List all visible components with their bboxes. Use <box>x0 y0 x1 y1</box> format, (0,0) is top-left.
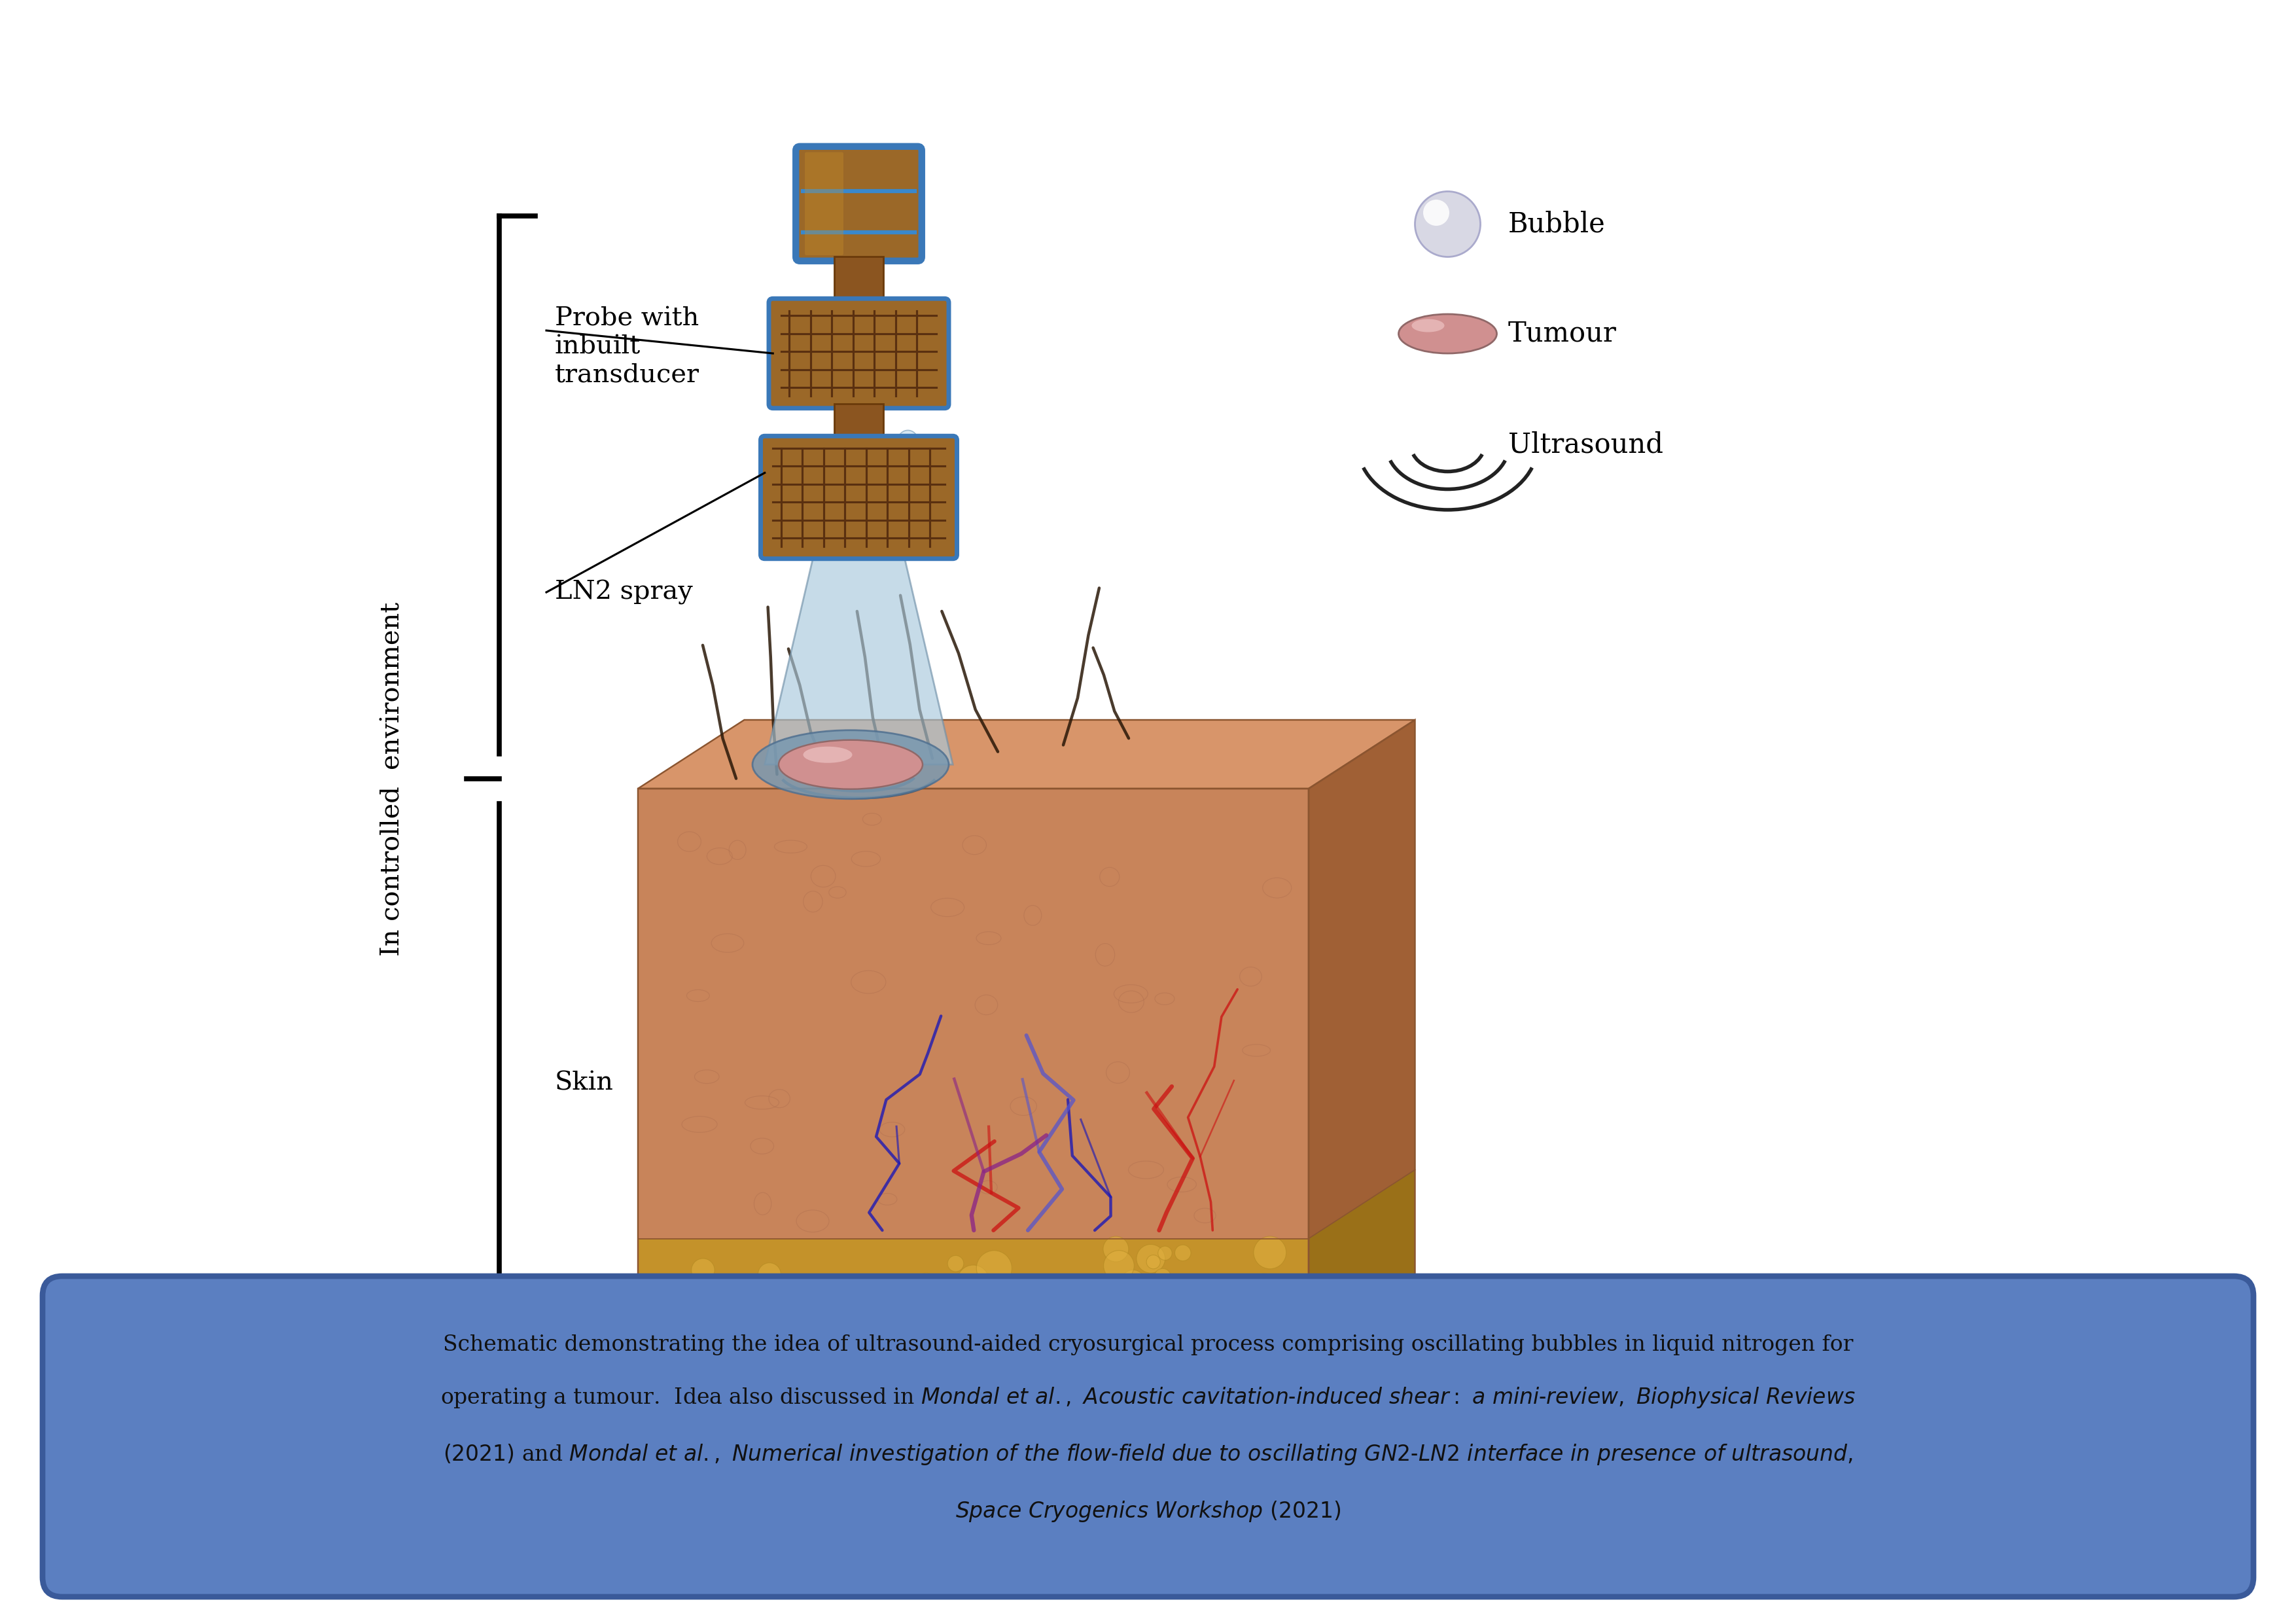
Polygon shape <box>1309 1170 1414 1362</box>
Bar <box>833 256 884 302</box>
Circle shape <box>1063 1336 1086 1357</box>
Circle shape <box>1414 192 1481 256</box>
Bar <box>833 404 884 440</box>
Circle shape <box>905 1290 934 1321</box>
Circle shape <box>976 1251 1013 1285</box>
Text: $\it{Space\ Cryogenics\ Workshop\ (2021)}$: $\it{Space\ Cryogenics\ Workshop\ (2021)… <box>955 1500 1341 1524</box>
Text: Bubble: Bubble <box>1508 211 1605 239</box>
Circle shape <box>1137 1245 1164 1272</box>
Text: In controlled  environment: In controlled environment <box>381 602 404 956</box>
Circle shape <box>647 1297 670 1319</box>
Circle shape <box>953 1328 976 1349</box>
Circle shape <box>964 1336 983 1355</box>
Circle shape <box>801 485 824 510</box>
Circle shape <box>898 430 918 450</box>
Circle shape <box>912 1345 928 1360</box>
Text: $\it{(2021)}$ and $\it{Mondal\ et\ al.,\ Numerical\ investigation\ of\ the\ flow: $\it{(2021)}$ and $\it{Mondal\ et\ al.,\… <box>443 1443 1853 1467</box>
Text: operating a tumour.  Idea also discussed in $\it{Mondal\ et\ al.,\ Acoustic\ cav: operating a tumour. Idea also discussed … <box>441 1384 1855 1409</box>
Circle shape <box>833 445 843 454</box>
Circle shape <box>1224 1318 1247 1342</box>
Circle shape <box>852 1313 870 1329</box>
Circle shape <box>1095 1292 1130 1326</box>
Circle shape <box>1424 200 1449 226</box>
Circle shape <box>884 463 905 484</box>
Circle shape <box>790 1284 806 1300</box>
Circle shape <box>1063 1302 1086 1326</box>
Circle shape <box>836 1289 866 1319</box>
Polygon shape <box>1309 721 1414 1362</box>
Circle shape <box>889 466 895 474</box>
Circle shape <box>1224 1321 1247 1344</box>
Polygon shape <box>638 1238 1309 1362</box>
Polygon shape <box>638 721 1414 789</box>
Circle shape <box>813 1318 845 1352</box>
Circle shape <box>852 495 882 523</box>
Polygon shape <box>765 555 953 764</box>
Circle shape <box>1201 1311 1226 1336</box>
Circle shape <box>1104 1250 1134 1281</box>
Ellipse shape <box>804 747 852 763</box>
Circle shape <box>1159 1294 1187 1321</box>
Circle shape <box>829 440 854 466</box>
Circle shape <box>944 1298 976 1331</box>
Circle shape <box>792 1276 810 1290</box>
Ellipse shape <box>1412 320 1444 333</box>
FancyBboxPatch shape <box>797 146 921 261</box>
Circle shape <box>1176 1245 1192 1261</box>
Circle shape <box>806 490 813 498</box>
Circle shape <box>843 1281 861 1300</box>
Circle shape <box>914 1272 939 1298</box>
Circle shape <box>1132 1307 1157 1332</box>
Circle shape <box>889 1336 907 1355</box>
Circle shape <box>797 440 815 458</box>
Text: Probe with
inbuilt
transducer: Probe with inbuilt transducer <box>556 307 700 386</box>
Text: Skin: Skin <box>556 1071 613 1096</box>
FancyBboxPatch shape <box>806 153 843 255</box>
Circle shape <box>902 433 909 441</box>
Text: Tumour: Tumour <box>1508 320 1616 347</box>
Circle shape <box>1254 1237 1286 1269</box>
Text: Ultrasound: Ultrasound <box>1508 432 1662 459</box>
Circle shape <box>948 1256 964 1271</box>
Circle shape <box>1093 1282 1120 1311</box>
Ellipse shape <box>1398 315 1497 354</box>
FancyBboxPatch shape <box>44 1276 2252 1597</box>
Circle shape <box>1235 1337 1263 1363</box>
Circle shape <box>1102 1237 1130 1261</box>
Circle shape <box>691 1258 714 1282</box>
Circle shape <box>1247 1316 1274 1341</box>
Ellipse shape <box>778 740 923 789</box>
Circle shape <box>1157 1246 1171 1259</box>
FancyBboxPatch shape <box>760 437 957 558</box>
Circle shape <box>820 1294 840 1316</box>
Ellipse shape <box>753 730 948 799</box>
Circle shape <box>758 1263 781 1285</box>
FancyBboxPatch shape <box>769 299 948 409</box>
Circle shape <box>1120 1269 1146 1294</box>
Circle shape <box>1155 1269 1171 1285</box>
Circle shape <box>1146 1255 1159 1269</box>
Circle shape <box>859 500 868 510</box>
Circle shape <box>774 1290 797 1311</box>
Circle shape <box>1256 1274 1272 1287</box>
Text: LN2 spray: LN2 spray <box>556 579 693 605</box>
Circle shape <box>1221 1326 1247 1352</box>
Text: Schematic demonstrating the idea of ultrasound-aided cryosurgical process compri: Schematic demonstrating the idea of ultr… <box>443 1334 1853 1355</box>
Circle shape <box>677 1282 703 1310</box>
Circle shape <box>1150 1285 1173 1310</box>
Circle shape <box>957 1264 990 1297</box>
Circle shape <box>801 443 808 450</box>
Polygon shape <box>638 789 1309 1238</box>
